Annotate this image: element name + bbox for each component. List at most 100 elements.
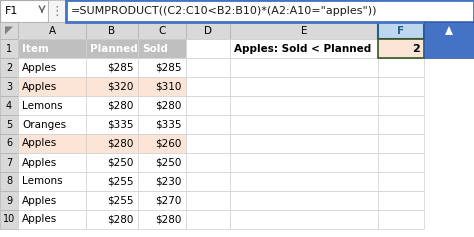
Text: $250: $250: [155, 158, 182, 168]
Text: Apples: Apples: [22, 214, 57, 224]
Bar: [138, 96, 186, 115]
Text: Planned: Planned: [90, 44, 138, 54]
Text: $230: $230: [155, 177, 182, 187]
Bar: [138, 77, 186, 96]
Bar: [230, 115, 378, 134]
Bar: [186, 191, 230, 210]
Bar: [378, 172, 424, 191]
Bar: [424, 22, 474, 58]
Text: $335: $335: [108, 119, 134, 129]
Bar: [0, 96, 18, 115]
Bar: [0, 191, 18, 210]
Bar: [86, 22, 138, 39]
Bar: [138, 39, 186, 58]
Bar: [18, 115, 86, 134]
Text: 7: 7: [6, 158, 12, 168]
Bar: [230, 210, 378, 229]
Text: 9: 9: [6, 196, 12, 205]
Text: Lemons: Lemons: [22, 100, 63, 110]
Bar: [230, 58, 378, 77]
Text: $280: $280: [108, 138, 134, 149]
Bar: [378, 191, 424, 210]
Bar: [138, 191, 186, 210]
Bar: [18, 153, 86, 172]
Polygon shape: [5, 27, 13, 35]
Text: Apples: Sold < Planned: Apples: Sold < Planned: [234, 44, 371, 54]
Bar: [138, 22, 186, 39]
Bar: [378, 153, 424, 172]
Bar: [0, 153, 18, 172]
Bar: [378, 96, 424, 115]
Text: $250: $250: [108, 158, 134, 168]
Bar: [138, 115, 186, 134]
Text: F1: F1: [5, 6, 18, 16]
Text: ⋮: ⋮: [51, 5, 63, 18]
Text: Apples: Apples: [22, 82, 57, 91]
Bar: [186, 210, 230, 229]
Bar: [186, 58, 230, 77]
Bar: [86, 153, 138, 172]
Bar: [86, 96, 138, 115]
Text: F: F: [397, 26, 405, 36]
Bar: [378, 134, 424, 153]
Text: 2: 2: [6, 63, 12, 73]
Bar: [0, 134, 18, 153]
Bar: [86, 191, 138, 210]
Text: $280: $280: [108, 100, 134, 110]
Text: $280: $280: [155, 214, 182, 224]
Bar: [86, 115, 138, 134]
Bar: [86, 210, 138, 229]
Bar: [186, 77, 230, 96]
Text: $260: $260: [155, 138, 182, 149]
Text: Item: Item: [22, 44, 49, 54]
Bar: [18, 191, 86, 210]
Bar: [230, 22, 378, 39]
Text: $280: $280: [108, 214, 134, 224]
Text: 10: 10: [3, 214, 15, 224]
Bar: [86, 58, 138, 77]
Polygon shape: [445, 26, 453, 35]
Bar: [230, 153, 378, 172]
Bar: [186, 172, 230, 191]
Bar: [18, 172, 86, 191]
Bar: [230, 134, 378, 153]
Text: 1: 1: [6, 44, 12, 54]
Bar: [378, 77, 424, 96]
Bar: [0, 0, 48, 22]
Text: 6: 6: [6, 138, 12, 149]
Text: Apples: Apples: [22, 158, 57, 168]
Bar: [378, 115, 424, 134]
Bar: [18, 39, 86, 58]
Bar: [378, 39, 424, 58]
Text: 8: 8: [6, 177, 12, 187]
Bar: [0, 77, 18, 96]
Text: B: B: [109, 26, 116, 36]
Text: Apples: Apples: [22, 196, 57, 205]
Bar: [230, 172, 378, 191]
Bar: [186, 153, 230, 172]
Text: D: D: [204, 26, 212, 36]
Text: Oranges: Oranges: [22, 119, 66, 129]
Text: $310: $310: [155, 82, 182, 91]
Bar: [378, 58, 424, 77]
Text: Lemons: Lemons: [22, 177, 63, 187]
Text: A: A: [48, 26, 55, 36]
Bar: [186, 115, 230, 134]
Text: 5: 5: [6, 119, 12, 129]
Bar: [86, 39, 138, 58]
Bar: [18, 134, 86, 153]
Bar: [186, 22, 230, 39]
Text: $320: $320: [108, 82, 134, 91]
Text: 3: 3: [6, 82, 12, 91]
Text: $335: $335: [155, 119, 182, 129]
Bar: [138, 153, 186, 172]
Bar: [0, 22, 18, 39]
Text: $270: $270: [155, 196, 182, 205]
Bar: [0, 58, 18, 77]
Bar: [86, 77, 138, 96]
Bar: [138, 210, 186, 229]
Bar: [230, 191, 378, 210]
Bar: [48, 0, 66, 22]
Bar: [18, 22, 86, 39]
Text: Apples: Apples: [22, 63, 57, 73]
